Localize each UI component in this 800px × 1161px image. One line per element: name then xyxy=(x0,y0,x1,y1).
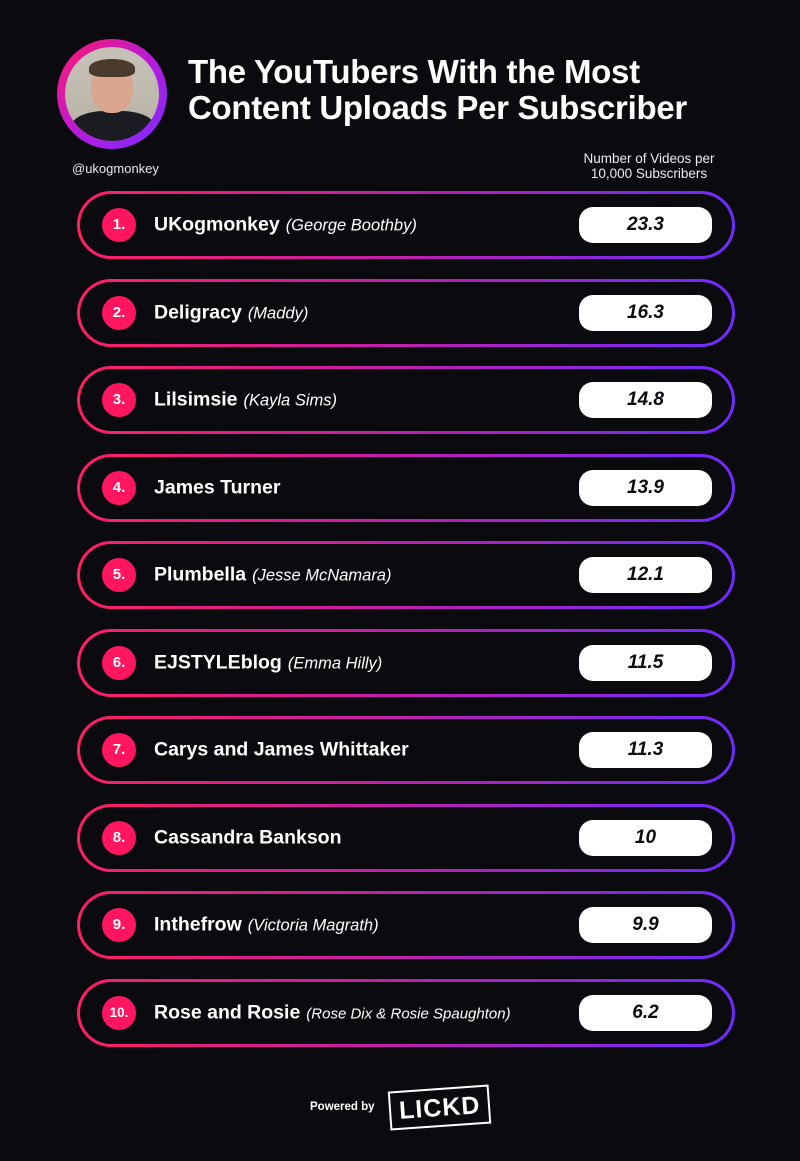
list-item: 7. Carys and James Whittaker 11.3 xyxy=(77,716,735,784)
list-item: 9. Inthefrow (Victoria Magrath) 9.9 xyxy=(77,891,735,959)
list-item-inner: 3. Lilsimsie (Kayla Sims) 14.8 xyxy=(80,369,732,431)
value-label: 6.2 xyxy=(579,994,712,1031)
list-item-inner: 8. Cassandra Bankson 10 xyxy=(80,806,732,869)
creator-name: Rose and Rosie xyxy=(154,1001,301,1023)
lickd-logo[interactable]: LICKD xyxy=(387,1084,492,1130)
list-item-inner: 6. EJSTYLEblog (Emma Hilly) 11.5 xyxy=(80,631,732,694)
creator-label: Deligracy (Maddy) xyxy=(154,301,308,324)
list-item-inner: 10. Rose and Rosie (Rose Dix & Rosie Spaug… xyxy=(80,981,732,1044)
rank-badge: 9. xyxy=(102,908,136,942)
creator-name: Lilsimsie xyxy=(154,388,238,411)
list-item-inner: 5. Plumbella (Jesse McNamara) 12.1 xyxy=(80,544,732,606)
value-label: 11.5 xyxy=(579,644,712,681)
value-label: 13.9 xyxy=(579,469,712,506)
list-item: 10. Rose and Rosie (Rose Dix & Rosie Spaug… xyxy=(77,978,735,1047)
value-label: 11.3 xyxy=(579,732,712,768)
creator-label: James Turner xyxy=(154,476,280,499)
creator-real-name: (George Boothby) xyxy=(285,216,417,235)
list-item-inner: 9. Inthefrow (Victoria Magrath) 9.9 xyxy=(80,894,732,956)
list-item-inner: 4. James Turner 13.9 xyxy=(80,456,732,519)
value-label: 23.3 xyxy=(579,207,712,243)
footer: Powered by LICKD xyxy=(0,1084,800,1130)
creator-real-name: (Emma Hilly) xyxy=(287,654,383,672)
creator-label: Inthefrow (Victoria Magrath) xyxy=(154,914,379,937)
rank-badge: 6. xyxy=(102,645,136,680)
rank-badge: 4. xyxy=(102,470,136,505)
creator-real-name: (Victoria Magrath) xyxy=(247,916,379,935)
value-label: 12.1 xyxy=(579,557,712,593)
creator-name: James Turner xyxy=(154,476,281,498)
creator-real-name: (Kayla Sims) xyxy=(243,391,337,410)
page-title: The YouTubers With the Most Content Uplo… xyxy=(188,53,687,126)
creator-name: EJSTYLEblog xyxy=(154,651,282,673)
list-item: 5. Plumbella (Jesse McNamara) 12.1 xyxy=(77,541,735,609)
value-label: 16.3 xyxy=(579,294,712,331)
list-item-inner: 2. Deligracy (Maddy) 16.3 xyxy=(80,281,732,344)
list-item: 2. Deligracy (Maddy) 16.3 xyxy=(77,278,735,347)
creator-name: Inthefrow xyxy=(154,913,242,936)
value-label: 14.8 xyxy=(579,382,712,418)
value-label: 9.9 xyxy=(579,907,712,943)
powered-by-label: Powered by xyxy=(310,1101,375,1113)
column-header: Number of Videos per 10,000 Subscribers xyxy=(583,151,715,181)
list-item: 4. James Turner 13.9 xyxy=(77,453,735,522)
creator-name: Deligracy xyxy=(154,301,242,323)
list-item-inner: 7. Carys and James Whittaker 11.3 xyxy=(80,719,732,781)
creator-name: Cassandra Bankson xyxy=(154,826,342,848)
rank-badge: 10. xyxy=(102,995,136,1030)
creator-name: Carys and James Whittaker xyxy=(154,738,409,761)
list-item: 6. EJSTYLEblog (Emma Hilly) 11.5 xyxy=(77,628,735,697)
rank-badge: 8. xyxy=(102,820,136,855)
rank-badge: 1. xyxy=(102,208,136,242)
creator-label: Plumbella (Jesse McNamara) xyxy=(154,564,391,587)
creator-real-name: (Maddy) xyxy=(247,304,309,322)
creator-label: UKogmonkey (George Boothby) xyxy=(154,214,417,237)
list-item-inner: 1. UKogmonkey (George Boothby) 23.3 xyxy=(80,194,732,256)
creator-label: Rose and Rosie (Rose Dix & Rosie Spaughto… xyxy=(154,1001,511,1024)
creator-label: EJSTYLEblog (Emma Hilly) xyxy=(154,651,382,674)
creator-real-name: (Jesse McNamara) xyxy=(252,566,392,585)
creator-name: UKogmonkey xyxy=(154,213,280,236)
value-label: 10 xyxy=(579,819,712,856)
rank-badge: 2. xyxy=(102,295,136,330)
rank-badge: 3. xyxy=(102,383,136,417)
author-handle: @ukogmonkey xyxy=(72,161,159,176)
creator-real-name: (Rose Dix & Rosie Spaughton) xyxy=(306,1005,511,1022)
creator-label: Carys and James Whittaker xyxy=(154,739,409,762)
avatar-photo xyxy=(65,47,159,141)
rank-badge: 5. xyxy=(102,558,136,592)
creator-label: Lilsimsie (Kayla Sims) xyxy=(154,389,337,412)
rank-badge: 7. xyxy=(102,733,136,767)
creator-label: Cassandra Bankson xyxy=(154,826,342,849)
creator-name: Plumbella xyxy=(154,563,247,586)
list-item: 3. Lilsimsie (Kayla Sims) 14.8 xyxy=(77,366,735,434)
avatar xyxy=(57,39,167,149)
list-item: 1. UKogmonkey (George Boothby) 23.3 xyxy=(77,191,735,259)
list-item: 8. Cassandra Bankson 10 xyxy=(77,803,735,872)
